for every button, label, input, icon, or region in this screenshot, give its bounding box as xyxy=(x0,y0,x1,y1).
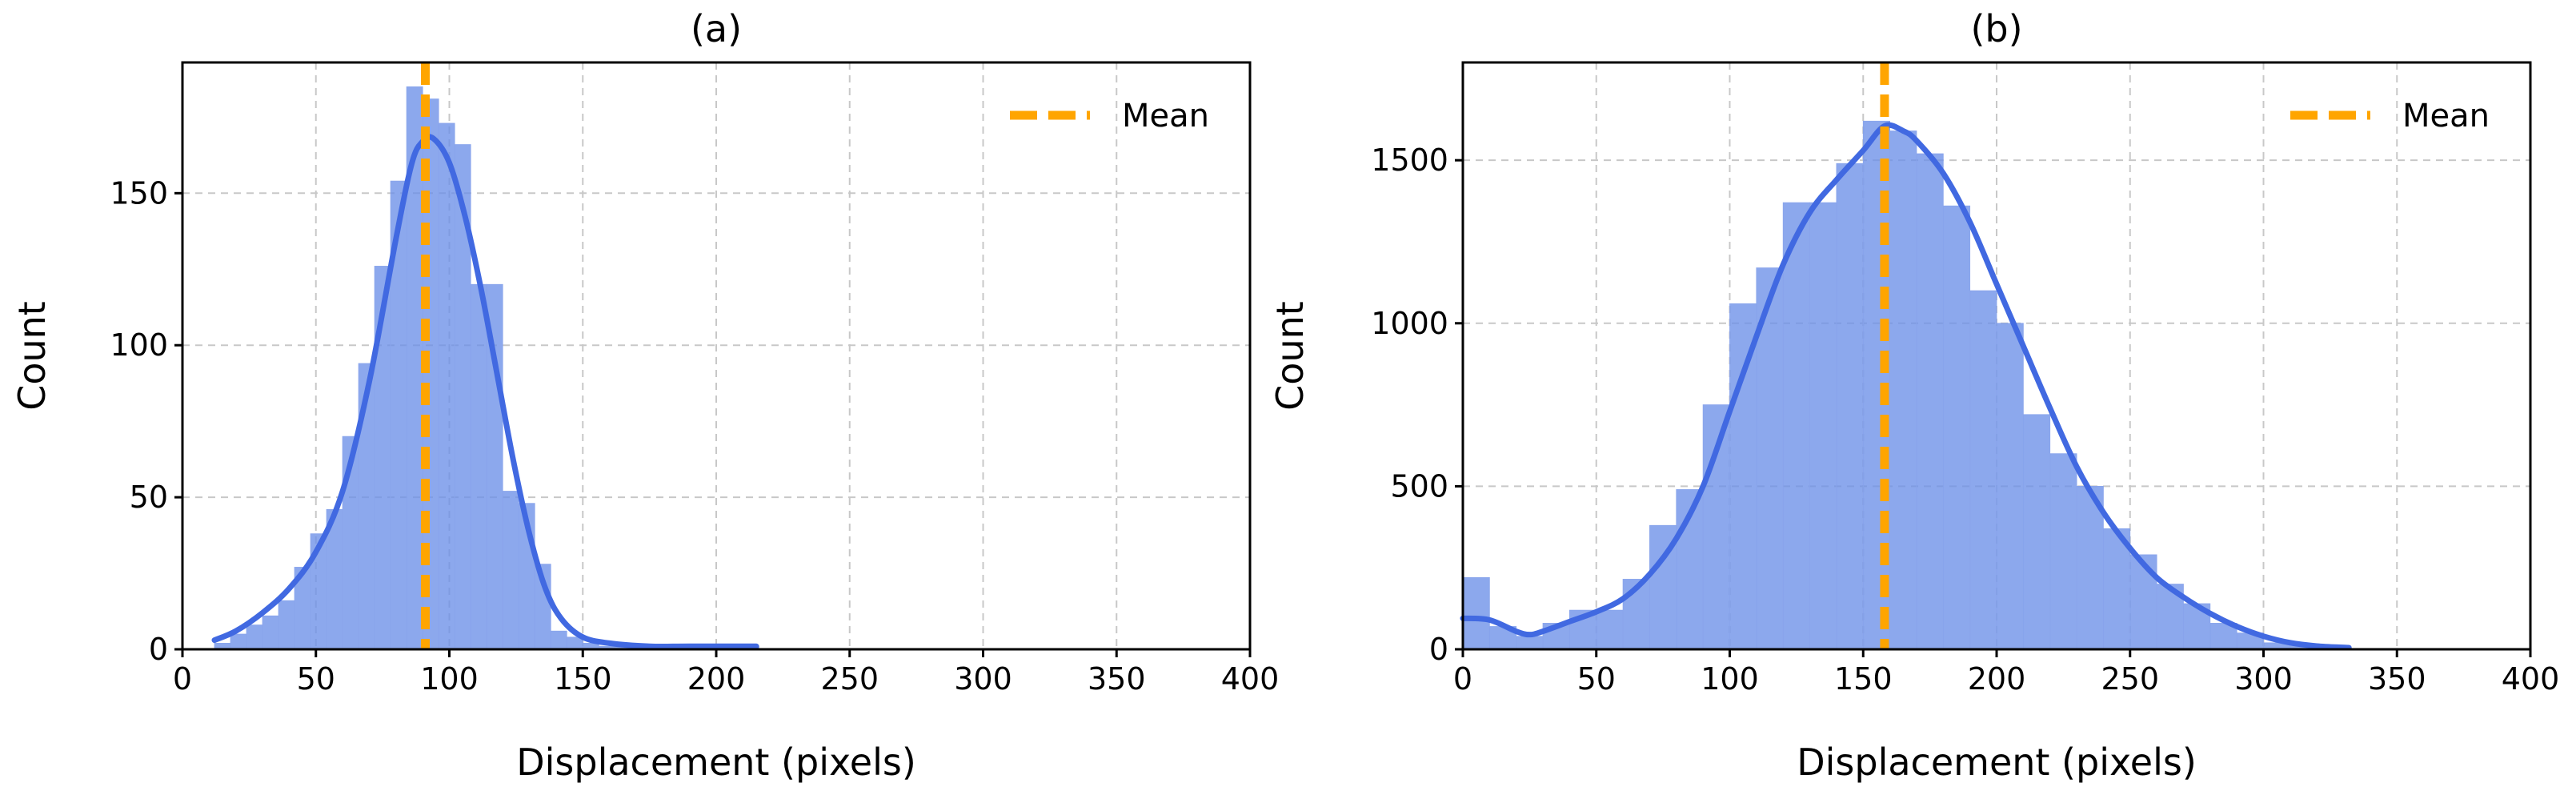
legend: Mean xyxy=(2290,98,2490,135)
x-tick-label: 150 xyxy=(554,661,612,697)
legend: Mean xyxy=(1010,98,1209,135)
histogram-bar xyxy=(1996,323,2024,650)
histogram-bar xyxy=(2049,453,2077,650)
histogram-bars xyxy=(1462,120,2344,650)
histogram-bar xyxy=(550,630,567,650)
y-tick-label: 500 xyxy=(1390,468,1448,504)
y-tick-label: 50 xyxy=(130,480,168,515)
histogram-bar xyxy=(2129,554,2157,650)
histogram-bar xyxy=(1729,303,1757,650)
y-tick-label: 1000 xyxy=(1371,306,1448,341)
kde-curve xyxy=(1460,122,2352,651)
x-tick-label: 250 xyxy=(2101,661,2159,697)
histogram-bar xyxy=(262,615,279,650)
x-tick-label: 200 xyxy=(1968,661,2026,697)
panel-title: (b) xyxy=(1970,7,2022,50)
histogram-bar xyxy=(438,122,455,650)
histogram-bar xyxy=(1516,636,1544,650)
y-tick-label: 1500 xyxy=(1371,143,1448,178)
y-axis-label: Count xyxy=(1268,301,1312,411)
x-tick-label: 50 xyxy=(1577,661,1616,697)
histogram-bar xyxy=(1889,130,1917,650)
legend-mean-label: Mean xyxy=(1122,98,1209,135)
y-axis-label: Count xyxy=(10,301,54,411)
x-tick-label: 50 xyxy=(297,661,335,697)
histogram-bar xyxy=(1596,609,1624,650)
histogram-bar xyxy=(1836,163,1864,650)
x-tick-label: 400 xyxy=(1221,661,1280,697)
panel-a: (a) 0 50 100 150 200 250 300 350 400 0 50 100 150 Di… xyxy=(10,7,1279,784)
x-tick-label: 350 xyxy=(1088,661,1146,697)
histogram-bar xyxy=(278,600,295,650)
x-axis-label: Displacement (pixels) xyxy=(516,741,916,784)
histogram-bar xyxy=(1702,404,1730,650)
histogram-bar xyxy=(1809,202,1837,650)
tick-labels: 0 50 100 150 200 250 300 350 400 0 500 1000 1500 xyxy=(1371,143,2559,697)
x-tick-label: 300 xyxy=(2234,661,2293,697)
x-tick-label: 100 xyxy=(1701,661,1759,697)
histogram-bar xyxy=(1462,577,1490,650)
histogram-bar xyxy=(422,98,439,650)
histogram-bar xyxy=(1969,290,1997,650)
histogram-bar xyxy=(2076,485,2104,650)
x-tick-label: 150 xyxy=(1834,661,1893,697)
x-axis-label: Displacement (pixels) xyxy=(1797,741,2197,784)
x-tick-label: 400 xyxy=(2502,661,2560,697)
y-tick-label: 0 xyxy=(1429,632,1448,667)
histogram-bar xyxy=(1942,205,1971,650)
x-tick-label: 300 xyxy=(954,661,1012,697)
histogram-bars xyxy=(214,86,759,650)
histogram-bar xyxy=(470,283,487,650)
y-tick-label: 0 xyxy=(149,632,168,667)
x-tick-label: 250 xyxy=(820,661,879,697)
kde-curve xyxy=(211,134,759,649)
x-tick-label: 0 xyxy=(1453,661,1472,697)
x-tick-label: 200 xyxy=(687,661,746,697)
histogram-bar xyxy=(502,491,519,650)
histogram-bar xyxy=(1916,153,1944,650)
histogram-bar xyxy=(1782,202,1810,650)
kde-curve-group xyxy=(211,134,759,649)
y-tick-label: 100 xyxy=(110,327,168,363)
tick-labels: 0 50 100 150 200 250 300 350 400 0 50 100 150 xyxy=(110,175,1279,697)
legend-mean-label: Mean xyxy=(2402,98,2490,135)
histogram-bar xyxy=(2022,414,2051,650)
x-tick-label: 350 xyxy=(2368,661,2426,697)
panel-b: (b) 0 50 100 150 200 250 300 350 400 0 500 1000 1500… xyxy=(1268,7,2559,784)
y-tick-label: 150 xyxy=(110,175,168,211)
kde-curve-group xyxy=(1460,122,2352,651)
x-tick-label: 100 xyxy=(420,661,479,697)
histogram-bar xyxy=(230,633,247,650)
histogram-bar xyxy=(246,624,263,650)
panel-title: (a) xyxy=(691,7,742,50)
x-tick-label: 0 xyxy=(173,661,192,697)
